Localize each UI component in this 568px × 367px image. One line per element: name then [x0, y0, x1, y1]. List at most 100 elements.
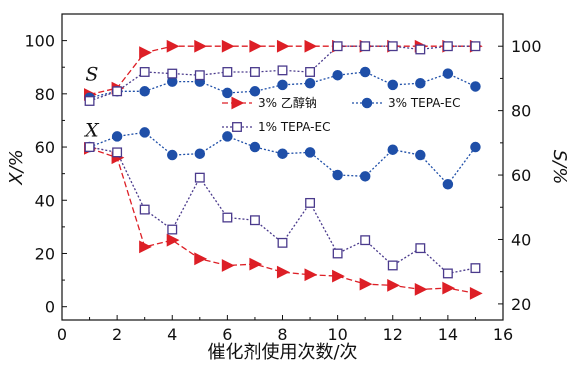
data-point	[332, 248, 343, 259]
data-point	[360, 235, 371, 246]
legend-marker	[231, 96, 245, 110]
y-right-tick-label: 60	[511, 166, 531, 185]
x-tick-label: 2	[112, 325, 122, 344]
data-point	[222, 87, 233, 99]
data-point	[249, 257, 263, 271]
x-tick-label: 0	[57, 325, 67, 344]
data-point	[387, 260, 398, 271]
legend-marker	[361, 97, 373, 109]
x-tick-label: 6	[222, 325, 232, 344]
data-point	[304, 39, 318, 53]
data-point	[139, 204, 150, 215]
y-left-tick-label: 40	[35, 191, 55, 210]
x-tick-label: 16	[493, 325, 513, 344]
data-point	[276, 265, 290, 279]
data-point	[470, 81, 481, 92]
x-tick-label: 8	[277, 325, 287, 344]
data-point	[414, 283, 428, 296]
annotation-x: X	[83, 119, 100, 141]
y-right-tick-label: 20	[511, 295, 531, 314]
legend-item: 1% TEPA-EC	[222, 120, 330, 134]
data-point	[360, 41, 371, 52]
series-line	[89, 71, 476, 99]
data-point	[305, 197, 316, 208]
data-point	[277, 65, 288, 76]
data-point	[442, 41, 453, 52]
data-point	[277, 79, 288, 91]
legend: 3% 乙醇钠 3% TEPA-EC 1% TEPA-EC	[222, 95, 460, 134]
y-left-tick-label: 20	[35, 244, 55, 263]
data-point	[222, 131, 233, 142]
data-point	[415, 78, 426, 89]
x-axis-title: 催化剂使用次数/次	[207, 342, 357, 363]
data-point	[332, 69, 343, 81]
data-point	[194, 70, 205, 81]
x-tick-label: 14	[438, 325, 458, 344]
y-right-tick-label: 100	[511, 37, 542, 56]
data-point	[387, 79, 398, 91]
data-point	[277, 148, 288, 159]
series-line	[89, 131, 476, 186]
data-point	[112, 147, 123, 158]
data-point	[442, 268, 453, 279]
x-tick-label: 4	[167, 325, 177, 344]
data-point	[415, 243, 426, 254]
data-point	[442, 68, 454, 79]
data-point	[332, 269, 345, 283]
data-point	[470, 141, 481, 153]
data-point	[139, 240, 152, 254]
data-point	[332, 41, 343, 52]
data-point	[139, 86, 150, 97]
data-point	[332, 169, 343, 181]
data-point	[276, 39, 290, 53]
y-left-tick-label: 0	[45, 298, 55, 317]
series-x-4	[84, 127, 481, 190]
legend-marker	[232, 122, 242, 132]
y-left-tick-label: 80	[35, 85, 55, 104]
data-point	[139, 127, 150, 138]
data-point	[470, 41, 481, 52]
data-point	[221, 39, 235, 53]
data-point	[304, 147, 316, 158]
data-point	[194, 148, 206, 159]
data-point	[166, 39, 180, 53]
x-tick-label: 10	[327, 325, 347, 344]
data-point	[194, 172, 205, 183]
data-point	[415, 149, 426, 161]
data-point	[194, 39, 208, 53]
y-left-axis-title: X/%	[6, 149, 27, 186]
series-x-5	[84, 142, 481, 279]
y-right-tick-label: 40	[511, 230, 531, 249]
data-point	[415, 44, 426, 55]
data-point	[470, 263, 481, 274]
y-right-axis-title: S/%	[549, 150, 568, 185]
data-point	[84, 96, 95, 106]
data-point	[249, 86, 261, 97]
series-x-3	[84, 141, 483, 300]
data-point	[387, 144, 398, 155]
data-point	[305, 67, 316, 77]
series-line	[89, 147, 476, 295]
data-point	[139, 46, 152, 60]
data-point	[167, 224, 178, 235]
legend-item: 3% TEPA-EC	[352, 96, 460, 110]
data-point	[249, 141, 261, 153]
legend-label: 1% TEPA-EC	[258, 120, 330, 134]
data-point	[304, 78, 316, 89]
y-left-tick-label: 60	[35, 138, 55, 157]
series-s-2	[84, 41, 481, 106]
legend-label: 3% 乙醇钠	[258, 95, 317, 110]
data-point	[442, 179, 454, 190]
data-point	[249, 67, 260, 77]
legend-item: 3% 乙醇钠	[222, 95, 317, 110]
data-point	[139, 67, 150, 77]
data-point	[249, 39, 263, 53]
data-point	[249, 215, 260, 226]
data-point	[442, 281, 456, 295]
data-point	[84, 142, 95, 152]
data-point	[167, 68, 178, 79]
data-point	[359, 277, 373, 291]
data-point	[387, 41, 398, 52]
data-point	[359, 66, 371, 78]
